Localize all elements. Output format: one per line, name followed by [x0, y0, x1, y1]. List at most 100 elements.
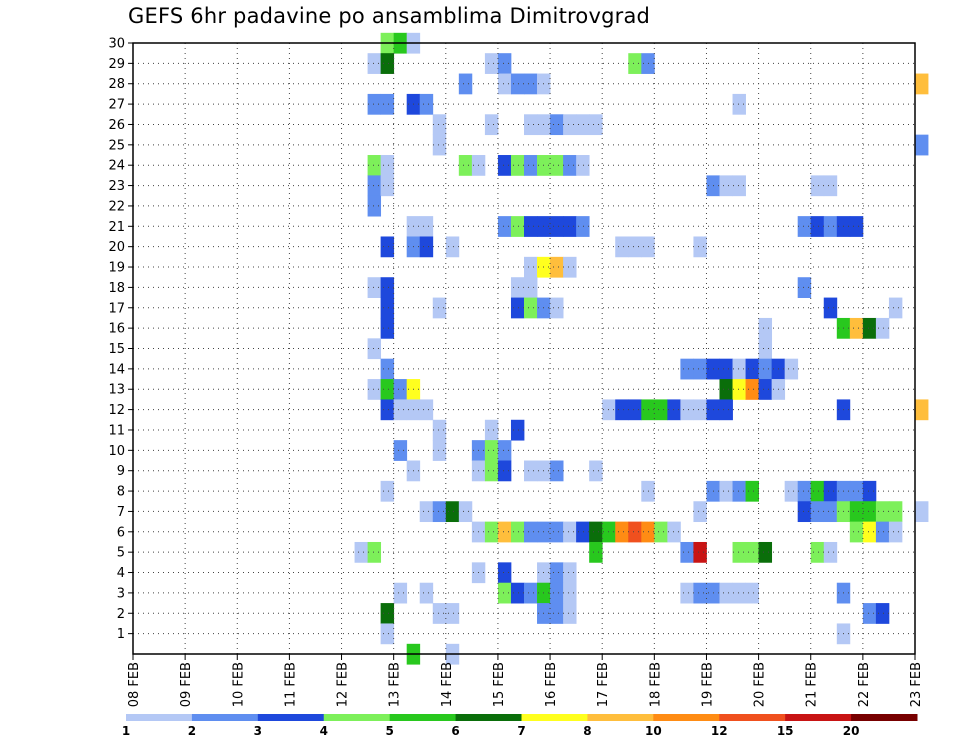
- x-tick-label: 08 FEB: [127, 662, 142, 707]
- heatmap-cell: [497, 53, 512, 74]
- y-tick-label: 20: [108, 240, 125, 255]
- heatmap-cell: [497, 216, 512, 237]
- y-tick-label: 9: [117, 464, 125, 479]
- heatmap-cell: [550, 155, 564, 176]
- heatmap-cell: [784, 480, 799, 502]
- heatmap-cell: [550, 256, 564, 278]
- y-tick-label: 25: [108, 138, 125, 153]
- heatmap-cell: [758, 317, 773, 339]
- heatmap-cell: [524, 582, 538, 604]
- heatmap-cell: [367, 93, 382, 115]
- legend-label: 3: [254, 724, 262, 738]
- heatmap-cell: [745, 480, 759, 502]
- heatmap-cell: [810, 175, 825, 197]
- heatmap-cell: [497, 440, 512, 461]
- heatmap-cell: [862, 521, 877, 543]
- heatmap-cell: [758, 379, 773, 400]
- heatmap-cell: [380, 399, 395, 421]
- legend-swatch: [521, 714, 588, 721]
- chart-title: GEFS 6hr padavine po ansamblima Dimitrov…: [128, 4, 651, 28]
- heatmap-cell: [810, 216, 825, 237]
- heatmap-cell: [745, 358, 759, 380]
- heatmap-cell: [745, 582, 759, 604]
- y-tick-label: 10: [108, 444, 125, 459]
- heatmap-cell: [628, 521, 642, 543]
- y-tick-label: 4: [117, 566, 125, 581]
- heatmap-cell: [393, 440, 408, 461]
- y-tick-label: 22: [108, 199, 125, 214]
- x-tick-label: 20 FEB: [753, 662, 768, 707]
- heatmap-cell: [380, 603, 395, 624]
- heatmap-cell: [589, 541, 603, 563]
- legend-swatch: [126, 714, 193, 721]
- heatmap-cell: [458, 501, 473, 523]
- y-tick-label: 21: [108, 220, 125, 235]
- y-tick-label: 17: [108, 301, 125, 316]
- heatmap-cell: [419, 216, 434, 237]
- heatmap-cell: [550, 603, 564, 624]
- heatmap-cell: [875, 317, 890, 339]
- x-tick-label: 11 FEB: [283, 662, 298, 707]
- heatmap-cell: [915, 399, 929, 421]
- x-tick-label: 22 FEB: [857, 662, 872, 707]
- y-tick-label: 18: [108, 281, 125, 296]
- x-tick-label: 14 FEB: [440, 662, 455, 707]
- heatmap-cell: [484, 114, 499, 136]
- heatmap-cell: [654, 399, 668, 421]
- y-tick-label: 1: [117, 627, 125, 642]
- heatmap-cell: [680, 541, 694, 563]
- heatmap-cell: [693, 236, 707, 258]
- heatmap-cell: [719, 399, 733, 421]
- heatmap-cell: [915, 134, 929, 156]
- heatmap-cell: [367, 338, 382, 360]
- legend-label: 7: [517, 724, 525, 738]
- heatmap-cell: [615, 521, 629, 543]
- heatmap-cell: [719, 175, 733, 197]
- heatmap-cell: [367, 175, 382, 197]
- heatmap-cell: [380, 277, 395, 298]
- y-tick-label: 2: [117, 607, 125, 622]
- heatmap-cell: [862, 603, 877, 624]
- legend-label: 5: [385, 724, 393, 738]
- heatmap-cell: [615, 236, 629, 258]
- heatmap-cell: [550, 582, 564, 604]
- x-tick-label: 12 FEB: [336, 662, 351, 707]
- y-tick-label: 29: [108, 57, 125, 72]
- legend-swatch: [785, 714, 852, 721]
- heatmap-cell: [497, 521, 512, 543]
- heatmap-cell: [354, 541, 368, 563]
- heatmap-cell: [915, 501, 929, 523]
- y-tick-label: 19: [108, 261, 125, 276]
- legend-label: 4: [320, 724, 328, 738]
- heatmap-cell: [849, 521, 864, 543]
- heatmap-cell: [862, 501, 877, 523]
- x-tick-label: 13 FEB: [388, 662, 403, 707]
- axis-layer: 1234567891011121314151617181920212223242…: [108, 37, 924, 708]
- heatmap-cell: [875, 501, 890, 523]
- heatmap-cell: [849, 317, 864, 339]
- heatmap-cell: [524, 216, 538, 237]
- heatmap-cell: [732, 93, 746, 115]
- heatmap-cell: [432, 440, 447, 461]
- heatmap-cell: [693, 399, 707, 421]
- heatmap-cell: [484, 53, 499, 74]
- legend-swatch: [191, 714, 259, 721]
- heatmap-cell: [432, 297, 447, 319]
- heatmap-cell: [367, 379, 382, 400]
- legend-label: 8: [583, 724, 591, 738]
- x-tick-label: 23 FEB: [909, 662, 924, 707]
- y-tick-label: 15: [108, 342, 125, 357]
- heatmap-cell: [432, 603, 447, 624]
- heatmap-cell: [563, 603, 577, 624]
- heatmap-cell: [680, 399, 694, 421]
- heatmap-cell: [823, 297, 838, 319]
- y-tick-label: 23: [108, 179, 125, 194]
- heatmap-cell: [445, 603, 460, 624]
- heatmap-cell: [380, 623, 395, 645]
- heatmap-cell: [445, 236, 460, 258]
- heatmap-cell: [719, 582, 733, 604]
- heatmap-cell: [875, 603, 890, 624]
- heatmap-cell: [563, 155, 577, 176]
- heatmap-cell: [484, 440, 499, 461]
